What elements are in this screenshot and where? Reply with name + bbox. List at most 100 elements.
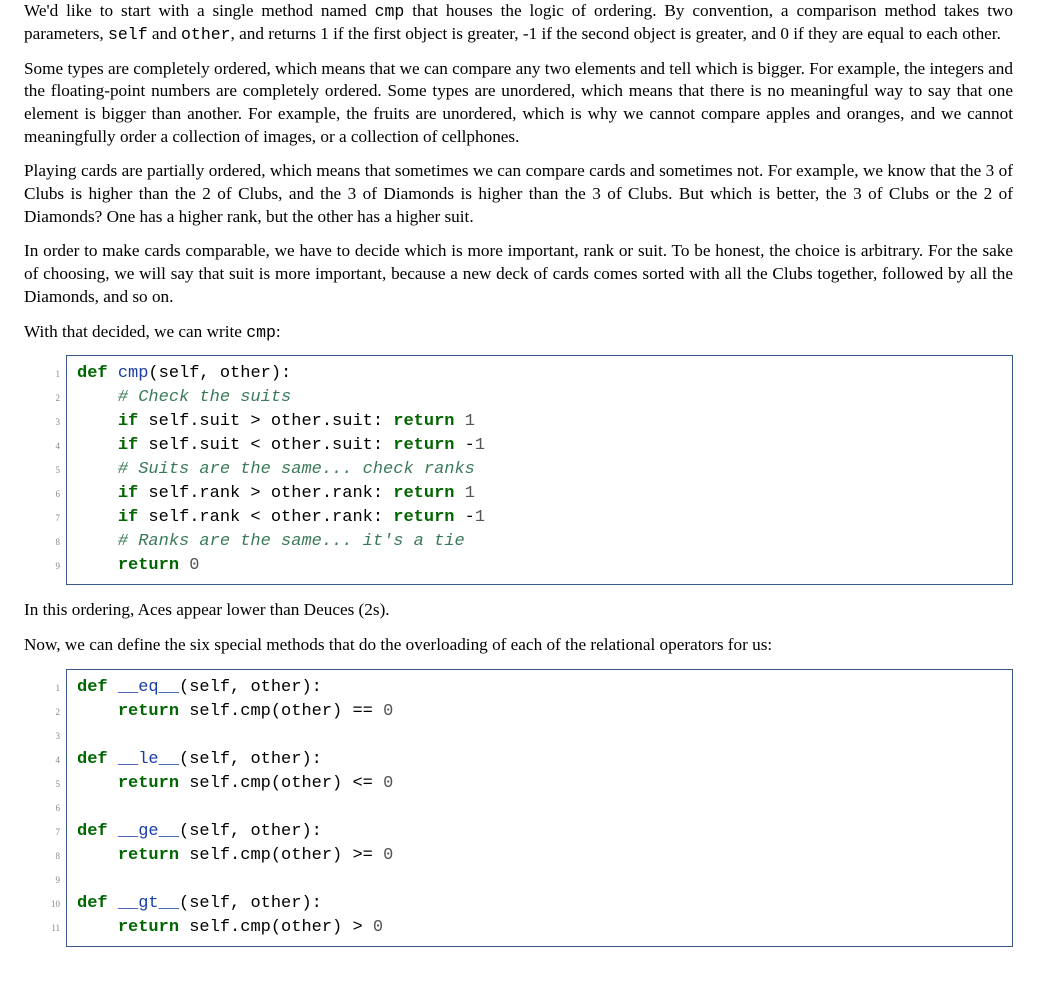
line-number: 10 [24,892,60,916]
code-token [77,388,118,407]
code-token: (self, other): [179,822,322,841]
text: We'd like to start with a single method … [24,1,375,20]
paragraph-aces: In this ordering, Aces appear lower than… [24,599,1013,622]
code-line: return self.cmp(other) == 0 [77,700,1002,724]
code-token: return [118,556,179,575]
line-number: 3 [24,724,60,748]
text: and [148,24,181,43]
code-token: cmp [118,364,149,383]
code-token: def [77,894,108,913]
code-box: def cmp(self, other): # Check the suits … [66,355,1013,585]
code-token: (self, other): [179,678,322,697]
code-line: # Check the suits [77,386,1002,410]
inline-code-other: other [181,25,231,44]
code-token [108,364,118,383]
code-token: self.rank < other.rank: [138,508,393,527]
code-token [454,412,464,431]
line-number: 6 [24,482,60,506]
code-token: __eq__ [118,678,179,697]
code-token [108,894,118,913]
code-token: self.suit < other.suit: [138,436,393,455]
code-token: def [77,678,108,697]
code-line: def __le__(self, other): [77,748,1002,772]
code-token: self.cmp(other) > [179,918,373,937]
code-token: return [118,774,179,793]
code-token: def [77,750,108,769]
code-listing-dunder: 1234567891011 def __eq__(self, other): r… [24,669,1013,947]
line-number: 7 [24,820,60,844]
code-token: 0 [383,846,393,865]
code-token [108,822,118,841]
code-line: return self.cmp(other) >= 0 [77,844,1002,868]
code-token: # Check the suits [118,388,291,407]
line-number: 1 [24,676,60,700]
code-line: return self.cmp(other) <= 0 [77,772,1002,796]
line-number: 8 [24,844,60,868]
code-token: def [77,364,108,383]
inline-code-self: self [108,25,148,44]
code-token: - [454,436,474,455]
code-token: return [393,436,454,455]
line-number: 7 [24,506,60,530]
code-token: self.cmp(other) <= [179,774,383,793]
text: With that decided, we can write [24,322,246,341]
line-number: 4 [24,748,60,772]
line-number: 1 [24,362,60,386]
code-token: 1 [465,412,475,431]
line-number: 3 [24,410,60,434]
inline-code-cmp: cmp [375,2,405,21]
paragraph-write-cmp: With that decided, we can write cmp: [24,321,1013,344]
code-token: __ge__ [118,822,179,841]
paragraph-special-methods: Now, we can define the six special metho… [24,634,1013,657]
code-token [77,484,118,503]
line-number: 5 [24,772,60,796]
line-number: 9 [24,868,60,892]
code-token: __gt__ [118,894,179,913]
line-number: 9 [24,554,60,578]
line-number: 2 [24,700,60,724]
code-line: return 0 [77,554,1002,578]
code-token: return [118,846,179,865]
paragraph-partial-order: Playing cards are partially ordered, whi… [24,160,1013,228]
code-token: self.cmp(other) >= [179,846,383,865]
text: : [276,322,281,341]
code-token: (self, other): [179,750,322,769]
line-number: 2 [24,386,60,410]
code-token: 1 [475,508,485,527]
code-token [108,750,118,769]
code-token: 1 [465,484,475,503]
code-token: def [77,822,108,841]
code-token: (self, other): [179,894,322,913]
code-token: if [118,484,138,503]
code-token: 0 [373,918,383,937]
code-token: self.suit > other.suit: [138,412,393,431]
text: , and returns 1 if the first object is g… [231,24,1001,43]
line-number: 4 [24,434,60,458]
code-token: 0 [189,556,199,575]
code-token: (self, other): [148,364,291,383]
code-token [77,412,118,431]
code-token: if [118,508,138,527]
code-token [77,460,118,479]
code-token: - [454,508,474,527]
code-token [77,436,118,455]
line-number-gutter: 1234567891011 [24,669,66,947]
code-token [77,702,118,721]
code-token: return [393,412,454,431]
line-number: 11 [24,916,60,940]
code-line: if self.suit < other.suit: return -1 [77,434,1002,458]
code-token: # Suits are the same... check ranks [118,460,475,479]
code-line: def __eq__(self, other): [77,676,1002,700]
paragraph-choice: In order to make cards comparable, we ha… [24,240,1013,308]
document-page: We'd like to start with a single method … [0,0,1037,985]
code-token: return [393,484,454,503]
code-token [454,484,464,503]
paragraph-intro-cmp: We'd like to start with a single method … [24,0,1013,46]
code-token: 1 [475,436,485,455]
code-token [77,774,118,793]
line-number: 6 [24,796,60,820]
code-token: __le__ [118,750,179,769]
code-line: def cmp(self, other): [77,362,1002,386]
code-line: if self.rank < other.rank: return -1 [77,506,1002,530]
code-line [77,724,1002,748]
